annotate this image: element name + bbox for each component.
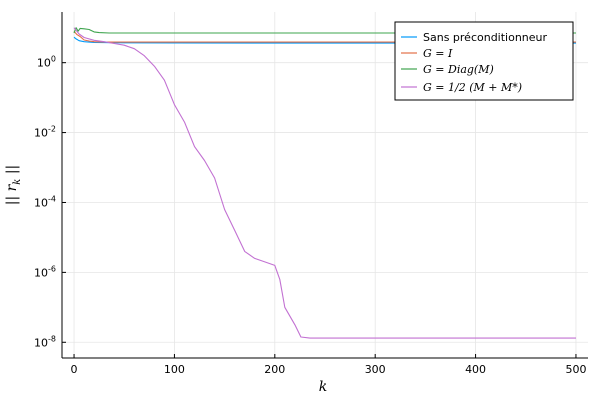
ticks: 0 100 200 300 400 500 100 10-2 10-4 10-6 10-8 xyxy=(34,55,586,376)
legend-label: G = I xyxy=(423,47,453,60)
y-tick-label: 10-6 xyxy=(34,264,56,279)
y-axis-label-group: || rk || xyxy=(4,165,23,206)
legend: Sans préconditionneur G = I G = Diag(M) G =… xyxy=(394,21,574,101)
x-tick-label: 0 xyxy=(71,363,78,376)
x-tick-label: 100 xyxy=(164,363,185,376)
x-tick-label: 400 xyxy=(465,363,486,376)
legend-box xyxy=(394,21,574,101)
legend-label: G = 1/2 (M + M*) xyxy=(423,81,522,94)
legend-label: G = Diag(M) xyxy=(423,63,494,76)
series-line-1 xyxy=(73,30,576,43)
y-axis-label: || rk || xyxy=(4,165,23,206)
y-tick-label: 100 xyxy=(37,55,56,70)
legend-label: Sans préconditionneur xyxy=(423,31,548,44)
y-tick-label: 10-2 xyxy=(34,125,56,140)
y-tick-label: 10-4 xyxy=(34,194,56,209)
grid xyxy=(62,12,588,358)
axes xyxy=(61,12,588,359)
series-line-3 xyxy=(73,27,576,339)
x-tick-label: 500 xyxy=(565,363,586,376)
x-axis-label: k xyxy=(319,379,327,395)
x-tick-label: 200 xyxy=(264,363,285,376)
series-line-2 xyxy=(73,27,576,34)
y-tick-label: 10-8 xyxy=(34,334,56,349)
x-tick-label: 300 xyxy=(365,363,386,376)
